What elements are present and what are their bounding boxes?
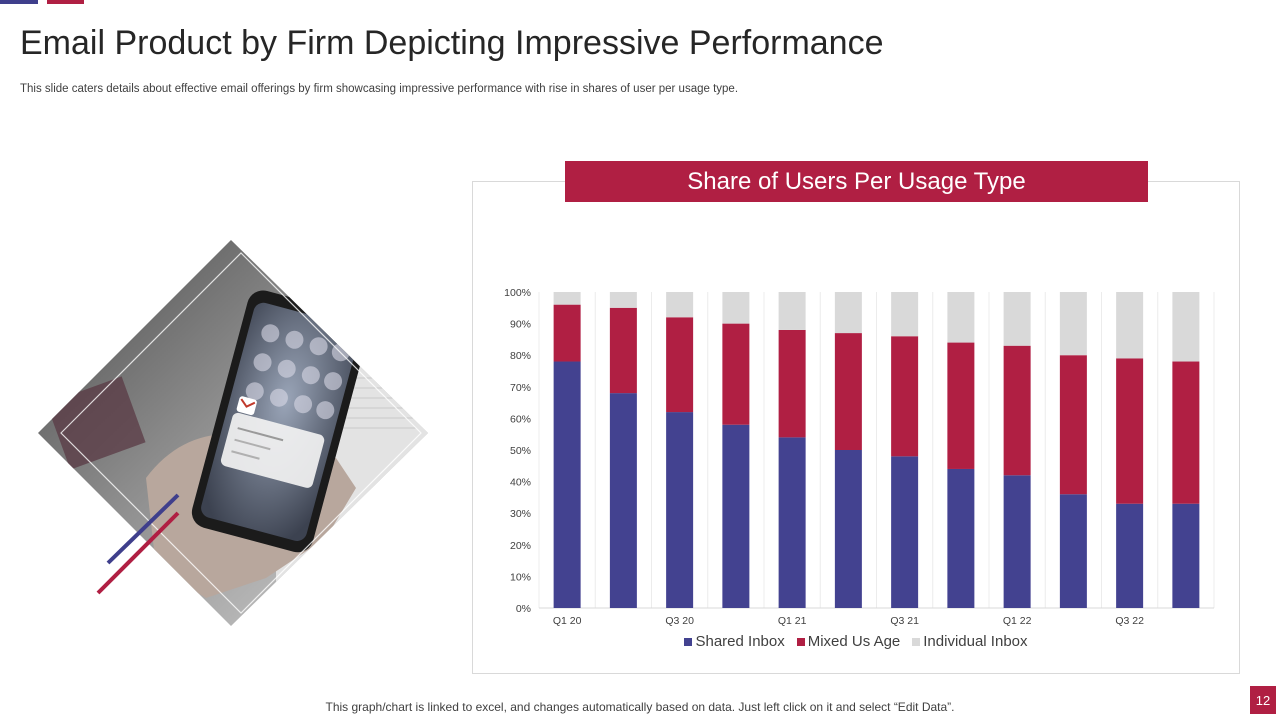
y-tick-label: 90% — [510, 319, 531, 331]
y-tick-label: 60% — [510, 413, 531, 425]
bar-mixed-us-age-q1-21[interactable] — [778, 329, 806, 438]
chart-legend: Shared Inbox Mixed Us Age Individual Inb… — [472, 633, 1240, 650]
x-tick-label: Q1 21 — [778, 615, 807, 627]
bar-individual-inbox-q3-21[interactable] — [891, 292, 919, 337]
chart-title: Share of Users Per Usage Type — [565, 161, 1148, 202]
page-number: 12 — [1250, 686, 1276, 714]
bar-shared-inbox-q3-21[interactable] — [891, 456, 919, 608]
footer-note: This graph/chart is linked to excel, and… — [325, 700, 955, 714]
y-tick-label: 50% — [510, 445, 531, 457]
x-tick-label: Q3 20 — [665, 615, 694, 627]
bar-shared-inbox-q1-20[interactable] — [553, 361, 581, 608]
bar-shared-inbox-q2-21[interactable] — [834, 450, 862, 608]
bar-mixed-us-age-q1-20[interactable] — [553, 304, 581, 362]
legend-swatch-mixed-us-age — [796, 637, 805, 646]
bar-individual-inbox-q3-22[interactable] — [1116, 292, 1144, 359]
y-tick-label: 80% — [510, 350, 531, 362]
x-tick-label: Q1 20 — [553, 615, 582, 627]
page-subtitle: This slide caters details about effectiv… — [20, 83, 739, 95]
y-tick-label: 10% — [510, 571, 531, 583]
bar-individual-inbox-q1-20[interactable] — [553, 292, 581, 305]
legend-item-shared-inbox: Shared Inbox — [684, 633, 785, 650]
bar-individual-inbox-q2-20[interactable] — [609, 292, 637, 308]
bar-shared-inbox-q2-20[interactable] — [609, 393, 637, 608]
y-tick-label: 30% — [510, 508, 531, 520]
top-accent-blue — [0, 0, 38, 4]
page-title: Email Product by Firm Depicting Impressi… — [20, 24, 884, 62]
x-tick-label: Q3 22 — [1115, 615, 1144, 627]
legend-item-mixed-us-age: Mixed Us Age — [796, 633, 901, 650]
legend-swatch-shared-inbox — [684, 637, 693, 646]
bar-individual-inbox-q4-22[interactable] — [1172, 292, 1200, 362]
bar-shared-inbox-q3-22[interactable] — [1116, 503, 1144, 608]
legend-label-shared-inbox: Shared Inbox — [695, 633, 785, 650]
bar-mixed-us-age-q4-22[interactable] — [1172, 361, 1200, 504]
bar-mixed-us-age-q1-22[interactable] — [1003, 345, 1031, 476]
bar-mixed-us-age-q3-21[interactable] — [891, 336, 919, 457]
bar-shared-inbox-q1-21[interactable] — [778, 437, 806, 608]
y-tick-label: 40% — [510, 477, 531, 489]
bar-individual-inbox-q4-20[interactable] — [722, 292, 750, 324]
stacked-bar-chart[interactable]: 0% 10% 20% 30% 40% 50% 60% 70% 80% 90% 100% Q1 20 Q… — [472, 181, 1240, 674]
y-tick-label: 100% — [504, 287, 531, 299]
y-tick-label: 70% — [510, 382, 531, 394]
bar-individual-inbox-q1-22[interactable] — [1003, 292, 1031, 346]
legend-item-individual-inbox: Individual Inbox — [912, 633, 1028, 650]
y-tick-label: 20% — [510, 540, 531, 552]
bar-shared-inbox-q4-20[interactable] — [722, 424, 750, 608]
x-tick-label: Q1 22 — [1003, 615, 1032, 627]
legend-label-individual-inbox: Individual Inbox — [923, 633, 1028, 650]
phone-photo — [36, 238, 436, 628]
bar-individual-inbox-q2-21[interactable] — [834, 292, 862, 334]
bar-shared-inbox-q4-21[interactable] — [947, 468, 975, 608]
bar-shared-inbox-q4-22[interactable] — [1172, 503, 1200, 608]
legend-swatch-individual-inbox — [912, 637, 921, 646]
bar-mixed-us-age-q4-21[interactable] — [947, 342, 975, 469]
x-tick-label: Q3 21 — [890, 615, 919, 627]
bar-shared-inbox-q1-22[interactable] — [1003, 475, 1031, 608]
bar-individual-inbox-q4-21[interactable] — [947, 292, 975, 343]
bar-individual-inbox-q2-22[interactable] — [1059, 292, 1087, 356]
bar-individual-inbox-q1-21[interactable] — [778, 292, 806, 330]
bar-mixed-us-age-q4-20[interactable] — [722, 323, 750, 425]
bar-individual-inbox-q3-20[interactable] — [666, 292, 694, 318]
bar-mixed-us-age-q2-21[interactable] — [834, 333, 862, 450]
bar-mixed-us-age-q3-20[interactable] — [666, 317, 694, 413]
bar-shared-inbox-q2-22[interactable] — [1059, 494, 1087, 608]
bar-mixed-us-age-q2-20[interactable] — [609, 307, 637, 394]
top-accent-red — [47, 0, 84, 4]
legend-label-mixed-us-age: Mixed Us Age — [807, 633, 901, 650]
bar-mixed-us-age-q2-22[interactable] — [1059, 355, 1087, 495]
y-tick-label: 0% — [516, 603, 531, 615]
bar-shared-inbox-q3-20[interactable] — [666, 412, 694, 608]
bar-mixed-us-age-q3-22[interactable] — [1116, 358, 1144, 504]
